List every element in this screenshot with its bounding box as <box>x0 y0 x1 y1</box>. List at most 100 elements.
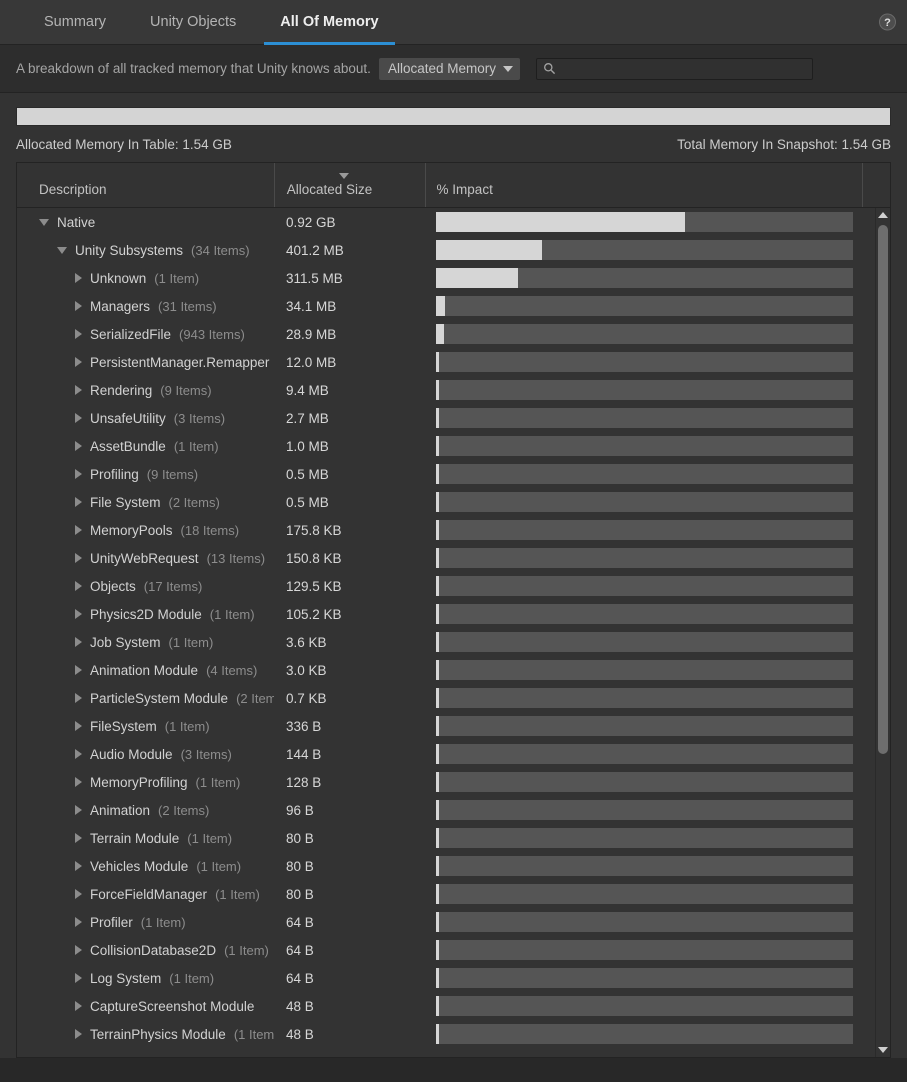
tab-unity-objects[interactable]: Unity Objects <box>150 14 237 30</box>
cell-description: TerrainPhysics Module (1 Item) <box>17 1027 274 1042</box>
impact-bar-track <box>436 688 853 708</box>
table-row[interactable]: Managers (31 Items) 34.1 MB <box>17 292 875 320</box>
row-label: MemoryProfiling <box>90 774 188 790</box>
table-row[interactable]: Vehicles Module (1 Item) 80 B <box>17 852 875 880</box>
cell-description: FileSystem (1 Item) <box>17 719 274 734</box>
table-row[interactable]: UnsafeUtility (3 Items) 2.7 MB <box>17 404 875 432</box>
cell-allocated-size: 80 B <box>286 858 314 874</box>
column-header-allocated-size[interactable]: Allocated Size <box>273 163 425 207</box>
table-row[interactable]: Native 0.92 GB <box>17 208 875 236</box>
column-header-description[interactable]: Description <box>17 163 274 207</box>
expand-triangle-closed-icon[interactable] <box>75 413 82 423</box>
table-row[interactable]: MemoryPools (18 Items) 175.8 KB <box>17 516 875 544</box>
cell-impact <box>425 352 863 372</box>
expand-triangle-closed-icon[interactable] <box>75 665 82 675</box>
scroll-down-arrow[interactable] <box>878 1047 888 1053</box>
expand-triangle-closed-icon[interactable] <box>75 301 82 311</box>
table-row[interactable]: Profiling (9 Items) 0.5 MB <box>17 460 875 488</box>
expand-triangle-closed-icon[interactable] <box>75 497 82 507</box>
expand-triangle-closed-icon[interactable] <box>75 357 82 367</box>
cell-allocated-size: 0.5 MB <box>286 494 329 510</box>
table-row[interactable]: Rendering (9 Items) 9.4 MB <box>17 376 875 404</box>
table-row[interactable]: TerrainPhysics Module (1 Item) 48 B <box>17 1020 875 1048</box>
expand-triangle-closed-icon[interactable] <box>75 553 82 563</box>
row-item-count: (31 Items) <box>158 298 217 314</box>
table-row[interactable]: Physics2D Module (1 Item) 105.2 KB <box>17 600 875 628</box>
cell-description: Profiling (9 Items) <box>17 467 274 482</box>
impact-bar-fill <box>436 632 439 652</box>
cell-description: Animation (2 Items) <box>17 803 274 818</box>
column-header-impact[interactable]: % Impact <box>424 163 862 207</box>
table-row[interactable]: AssetBundle (1 Item) 1.0 MB <box>17 432 875 460</box>
table-row[interactable]: PersistentManager.Remapper 12.0 MB <box>17 348 875 376</box>
expand-triangle-closed-icon[interactable] <box>75 777 82 787</box>
row-label: UnsafeUtility <box>90 410 166 426</box>
table-row[interactable]: MemoryProfiling (1 Item) 128 B <box>17 768 875 796</box>
table-row[interactable]: Audio Module (3 Items) 144 B <box>17 740 875 768</box>
table-row[interactable]: Terrain Module (1 Item) 80 B <box>17 824 875 852</box>
help-icon[interactable]: ? <box>878 13 897 32</box>
impact-bar-fill <box>436 604 439 624</box>
impact-bar-track <box>436 940 853 960</box>
row-item-count: (13 Items) <box>206 550 266 566</box>
expand-triangle-closed-icon[interactable] <box>75 581 82 591</box>
cell-impact <box>425 884 863 904</box>
expand-triangle-closed-icon[interactable] <box>75 1029 82 1039</box>
row-item-count: (3 Items) <box>173 410 226 426</box>
impact-bar-track <box>436 464 853 484</box>
expand-triangle-closed-icon[interactable] <box>75 973 82 983</box>
table-row[interactable]: UnityWebRequest (13 Items) 150.8 KB <box>17 544 875 572</box>
table-row[interactable]: FileSystem (1 Item) 336 B <box>17 712 875 740</box>
table-row[interactable]: Profiler (1 Item) 64 B <box>17 908 875 936</box>
expand-triangle-closed-icon[interactable] <box>75 749 82 759</box>
table-row[interactable]: Unity Subsystems (34 Items) 401.2 MB <box>17 236 875 264</box>
expand-triangle-closed-icon[interactable] <box>75 945 82 955</box>
row-item-count: (1 Item) <box>215 886 260 902</box>
table-row[interactable]: SerializedFile (943 Items) 28.9 MB <box>17 320 875 348</box>
scroll-up-arrow[interactable] <box>878 212 888 218</box>
table-row[interactable]: Unknown (1 Item) 311.5 MB <box>17 264 875 292</box>
impact-bar-track <box>436 436 853 456</box>
expand-triangle-closed-icon[interactable] <box>75 525 82 535</box>
expand-triangle-closed-icon[interactable] <box>75 469 82 479</box>
chevron-down-icon <box>502 65 513 72</box>
cell-impact <box>425 212 863 232</box>
search-input[interactable] <box>555 61 806 76</box>
table-row[interactable]: CaptureScreenshot Module 48 B <box>17 992 875 1020</box>
expand-triangle-closed-icon[interactable] <box>75 721 82 731</box>
search-field[interactable] <box>535 57 813 80</box>
expand-triangle-closed-icon[interactable] <box>75 805 82 815</box>
table-row[interactable]: File System (2 Items) 0.5 MB <box>17 488 875 516</box>
table-row[interactable]: Animation (2 Items) 96 B <box>17 796 875 824</box>
table-row[interactable]: ParticleSystem Module (2 Items) 0.7 KB <box>17 684 875 712</box>
expand-triangle-open-icon[interactable] <box>57 246 67 254</box>
expand-triangle-closed-icon[interactable] <box>75 609 82 619</box>
row-item-count: (4 Items) <box>206 662 258 678</box>
expand-triangle-closed-icon[interactable] <box>75 273 82 283</box>
cell-impact <box>425 464 863 484</box>
expand-triangle-closed-icon[interactable] <box>75 889 82 899</box>
impact-bar-track <box>436 548 853 568</box>
expand-triangle-closed-icon[interactable] <box>75 1001 82 1011</box>
vertical-scrollbar-thumb[interactable] <box>878 225 888 754</box>
expand-triangle-closed-icon[interactable] <box>75 693 82 703</box>
expand-triangle-open-icon[interactable] <box>39 218 49 226</box>
table-row[interactable]: ForceFieldManager (1 Item) 80 B <box>17 880 875 908</box>
row-label: FileSystem <box>90 718 157 734</box>
tab-all-of-memory[interactable]: All Of Memory <box>258 0 400 45</box>
table-row[interactable]: Animation Module (4 Items) 3.0 KB <box>17 656 875 684</box>
expand-triangle-closed-icon[interactable] <box>75 637 82 647</box>
table-row[interactable]: Objects (17 Items) 129.5 KB <box>17 572 875 600</box>
tab-summary[interactable]: Summary <box>44 14 107 30</box>
expand-triangle-closed-icon[interactable] <box>75 861 82 871</box>
expand-triangle-closed-icon[interactable] <box>75 917 82 927</box>
expand-triangle-closed-icon[interactable] <box>75 329 82 339</box>
vertical-scrollbar[interactable] <box>875 208 890 1057</box>
table-row[interactable]: CollisionDatabase2D (1 Item) 64 B <box>17 936 875 964</box>
breakdown-type-dropdown[interactable]: Allocated Memory <box>378 57 520 80</box>
expand-triangle-closed-icon[interactable] <box>75 385 82 395</box>
expand-triangle-closed-icon[interactable] <box>75 441 82 451</box>
table-row[interactable]: Job System (1 Item) 3.6 KB <box>17 628 875 656</box>
expand-triangle-closed-icon[interactable] <box>75 833 82 843</box>
table-row[interactable]: Log System (1 Item) 64 B <box>17 964 875 992</box>
